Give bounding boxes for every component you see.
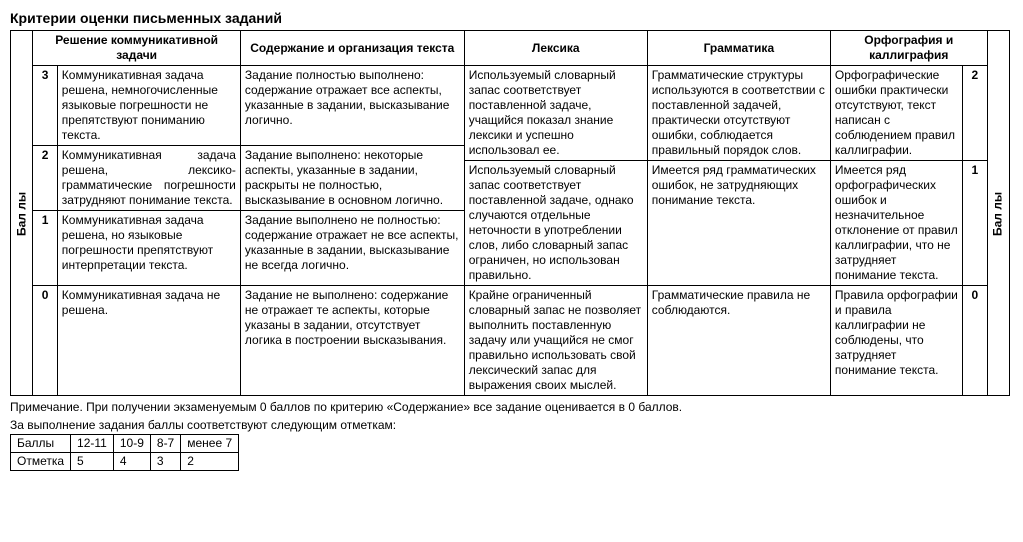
score-left-0: 0 — [33, 286, 57, 396]
grades-m3: 3 — [150, 453, 180, 471]
score-left-1: 1 — [33, 211, 57, 286]
c4-c: Грамматические правила не соблюдаются. — [647, 286, 830, 396]
c5-a: Орфографические ошибки практически отсут… — [830, 66, 962, 161]
c5-c: Правила орфографии и правила каллиграфии… — [830, 286, 962, 396]
c1-r0: Коммуникативная задача не решена. — [57, 286, 240, 396]
c2-r0: Задание не выполнено: содержание не отра… — [240, 286, 464, 396]
score-right-0: 0 — [963, 286, 987, 396]
grades-b3: 8-7 — [150, 435, 180, 453]
grades-m1: 5 — [71, 453, 114, 471]
header-c4: Грамматика — [647, 31, 830, 66]
header-c2: Содержание и организация текста — [240, 31, 464, 66]
grades-b4: менее 7 — [181, 435, 239, 453]
score-right-1: 1 — [963, 161, 987, 286]
grades-table: Баллы 12-11 10-9 8-7 менее 7 Отметка 5 4… — [10, 434, 239, 471]
score-right-header: Бал лы — [987, 31, 1009, 396]
score-left-2: 2 — [33, 146, 57, 211]
c4-a: Грамматические структуры используются в … — [647, 66, 830, 161]
grades-h2: Отметка — [11, 453, 71, 471]
c1-r2: Коммуникативная задача решена, лексико-г… — [57, 146, 240, 211]
c1-r1: Коммуникативная задача решена, но языков… — [57, 211, 240, 286]
criteria-table: Бал лы Решение коммуникативной задачи Со… — [10, 30, 1010, 396]
grades-m2: 4 — [113, 453, 150, 471]
grades-b1: 12-11 — [71, 435, 114, 453]
c3-b: Используемый словарный запас соответству… — [464, 161, 647, 286]
grades-m4: 2 — [181, 453, 239, 471]
score-left-3: 3 — [33, 66, 57, 146]
c1-r3: Коммуникативная задача решена, немногочи… — [57, 66, 240, 146]
note-2: За выполнение задания баллы соответствую… — [10, 418, 1013, 432]
grades-b2: 10-9 — [113, 435, 150, 453]
score-left-header: Бал лы — [11, 31, 33, 396]
header-c3: Лексика — [464, 31, 647, 66]
c2-r3: Задание полностью выполнено: содержание … — [240, 66, 464, 146]
grades-h1: Баллы — [11, 435, 71, 453]
c5-b: Имеется ряд орфографических ошибок и нез… — [830, 161, 962, 286]
page-title: Критерии оценки письменных заданий — [10, 10, 1013, 26]
score-right-2: 2 — [963, 66, 987, 161]
c2-r1: Задание выполнено не полностью: содержан… — [240, 211, 464, 286]
c3-a: Используемый словарный запас соответству… — [464, 66, 647, 161]
c2-r2: Задание выполнено: некоторые аспекты, ук… — [240, 146, 464, 211]
c3-c: Крайне ограниченный словарный запас не п… — [464, 286, 647, 396]
header-c1: Решение коммуникативной задачи — [33, 31, 241, 66]
note-1: Примечание. При получении экзаменуемым 0… — [10, 400, 1013, 414]
header-c5: Орфография и каллиграфия — [830, 31, 987, 66]
c4-b: Имеется ряд грамматических ошибок, не за… — [647, 161, 830, 286]
